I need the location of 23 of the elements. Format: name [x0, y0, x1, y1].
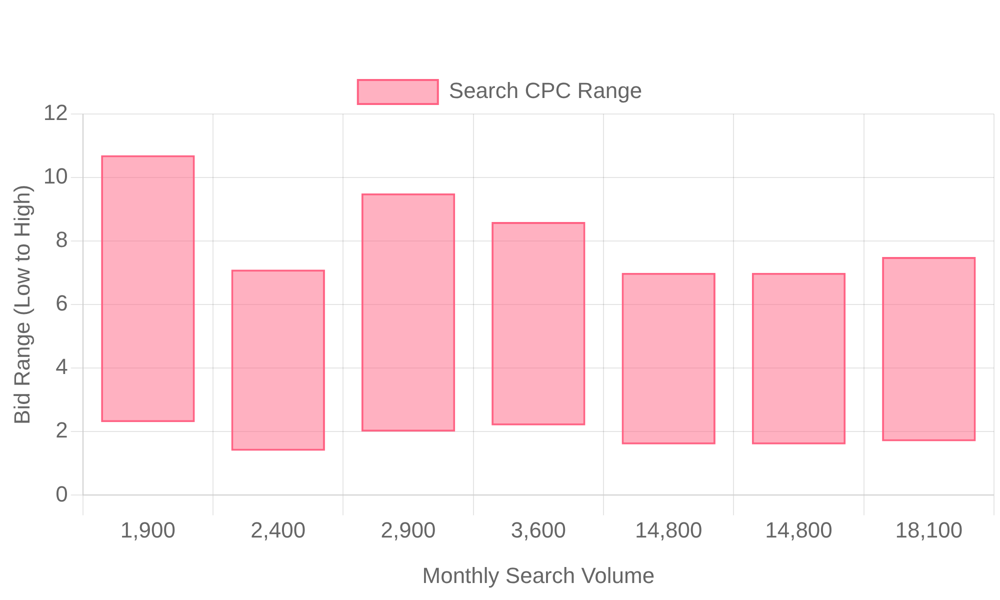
y-axis-title: Bid Range (Low to High) [9, 184, 34, 424]
bar [231, 270, 325, 451]
bar [622, 272, 716, 444]
y-tick-label: 8 [56, 227, 68, 252]
y-tick-label: 4 [56, 354, 68, 380]
bar [752, 272, 846, 444]
x-tick-label: 14,800 [765, 517, 832, 542]
x-tick-label: 1,900 [120, 517, 176, 542]
y-tick-label: 6 [56, 290, 68, 316]
y-tick-label: 12 [43, 100, 68, 126]
bar [361, 193, 456, 432]
x-axis-title: Monthly Search Volume [422, 562, 655, 588]
x-tick-label: 14,800 [634, 517, 702, 542]
bar [492, 222, 586, 426]
legend-label: Search CPC Range [448, 78, 642, 104]
y-tick-label: 2 [56, 418, 68, 443]
x-tick-label: 18,100 [895, 517, 963, 542]
y-tick-label: 10 [43, 164, 68, 189]
bar [882, 256, 976, 442]
x-tick-label: 3,600 [510, 517, 566, 542]
x-tick-label: 2,400 [250, 517, 306, 542]
y-tick-label: 0 [56, 481, 68, 506]
x-tick-label: 2,900 [380, 517, 436, 542]
